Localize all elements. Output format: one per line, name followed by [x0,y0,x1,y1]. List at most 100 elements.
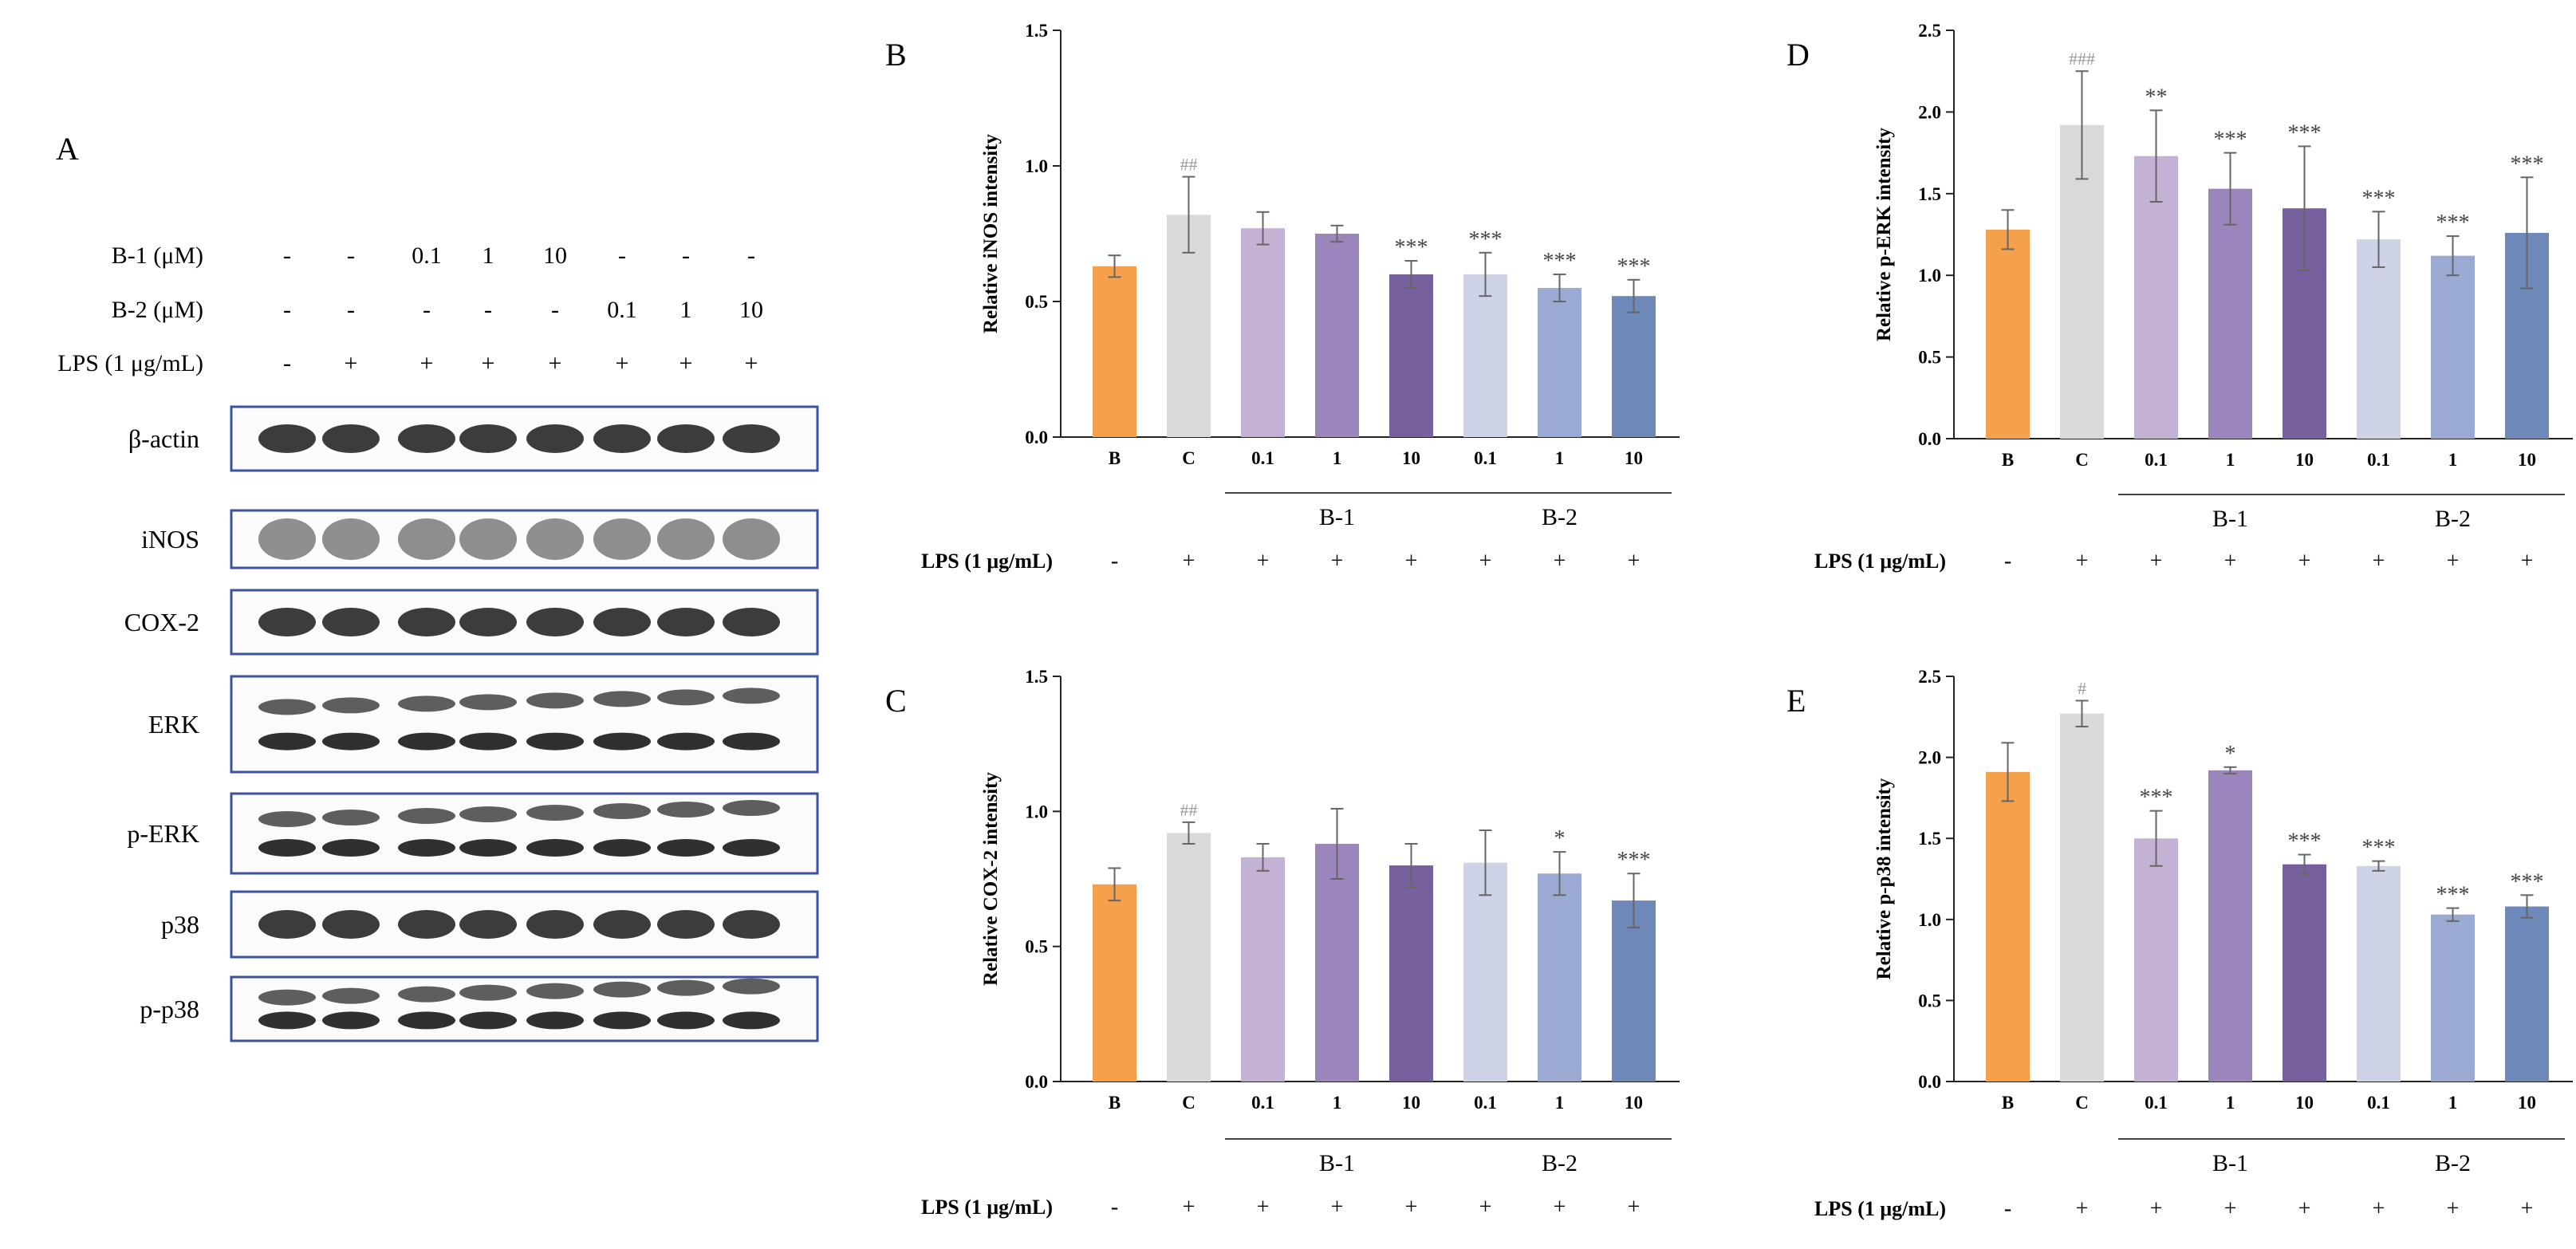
bar-B-2 [1241,228,1285,437]
lps-sign-D-7: + [2521,549,2534,573]
band-5-1 [322,910,380,939]
significance-C-7: *** [1617,848,1651,873]
bar-E-0 [1986,771,2030,1082]
category-label-C-6: 1 [1555,1093,1565,1113]
lane-value-b2-2: - [423,297,431,323]
group-label-E-1: B-2 [2435,1150,2471,1176]
lps-label-C: LPS (1 μg/mL) [921,1196,1053,1219]
band-0-3 [459,424,517,453]
significance-E-4: *** [2288,829,2322,854]
band-4-5-lower [593,839,651,857]
category-label-B-1: C [1182,448,1195,468]
band-4-1-upper [322,810,380,825]
band-6-1-lower [322,1011,380,1030]
bar-E-6 [2431,914,2475,1082]
significance-B-6: *** [1543,249,1577,274]
blot-label-0: β-actin [128,424,199,453]
band-4-6-lower [657,839,715,857]
category-label-E-2: 0.1 [2145,1093,2168,1113]
band-0-7 [723,424,780,453]
y-tick-label-E-2: 1.0 [1918,910,1941,930]
category-label-D-5: 0.1 [2367,450,2390,470]
band-1-7 [723,518,780,560]
band-3-3-upper [459,694,517,711]
significance-E-6: *** [2436,883,2470,908]
bar-E-2 [2134,838,2178,1082]
band-4-4-lower [526,839,584,857]
y-tick-label-D-4: 2.0 [1918,102,1941,122]
y-tick-label-C-3: 1.5 [1025,667,1048,687]
lps-label-E: LPS (1 μg/mL) [1814,1197,1946,1220]
bar-D-5 [2357,239,2401,439]
band-3-1-lower [322,732,380,751]
bar-E-5 [2357,865,2401,1082]
band-6-1-upper [322,987,380,1004]
y-tick-label-D-5: 2.5 [1918,21,1941,41]
y-tick-label-E-3: 1.5 [1918,829,1941,849]
category-label-E-1: C [2075,1093,2089,1113]
blot-frame-4 [230,792,819,875]
panel-label-E: E [1786,683,1806,719]
lane-value-b1-3: 1 [483,242,494,269]
lane-value-b1-0: - [283,242,291,269]
bar-D-3 [2208,188,2252,439]
group-label-D-0: B-1 [2212,506,2248,532]
lane-value-b2-0: - [283,297,291,323]
category-label-E-4: 10 [2295,1093,2314,1113]
band-5-3 [459,910,517,939]
significance-E-7: *** [2511,869,2544,894]
band-2-7 [723,608,780,636]
significance-D-5: *** [2362,186,2396,211]
band-6-3-lower [459,1011,517,1030]
y-axis-label-D: Relative p-ERK intensity [1873,127,1895,341]
lps-sign-D-6: + [2447,549,2460,573]
significance-D-7: *** [2511,152,2544,176]
category-label-B-7: 10 [1625,448,1643,468]
blot-label-6: p-p38 [140,995,199,1023]
y-tick-label-C-1: 0.5 [1025,937,1048,957]
y-tick-label-E-5: 2.5 [1918,667,1941,687]
category-label-D-6: 1 [2448,450,2458,470]
significance-E-2: *** [2140,786,2173,810]
category-label-E-6: 1 [2448,1093,2458,1113]
significance-B-4: *** [1395,235,1428,260]
lps-sign-D-1: + [2076,549,2089,573]
band-3-1-upper [322,697,380,714]
band-0-5 [593,424,651,453]
row-label-b1: B-1 (μM) [112,242,203,269]
blot-label-1: iNOS [141,525,199,554]
category-label-C-3: 1 [1333,1093,1342,1113]
lane-value-lps-0: - [283,350,291,376]
significance-D-4: *** [2288,120,2322,145]
band-1-4 [526,518,584,560]
bar-C-2 [1241,857,1285,1082]
band-1-6 [657,518,715,560]
category-label-E-0: B [2002,1093,2014,1113]
band-2-1 [322,608,380,636]
lane-value-b1-7: - [747,242,755,269]
lane-value-b1-6: - [682,242,690,269]
band-6-7-lower [723,1011,780,1030]
y-tick-label-E-0: 0.0 [1918,1072,1941,1092]
lane-value-b2-3: - [484,297,492,323]
band-5-6 [657,910,715,939]
bar-C-1 [1167,833,1211,1082]
band-6-2-upper [398,986,455,1003]
band-0-2 [398,424,455,453]
lps-sign-C-6: + [1554,1195,1566,1219]
panel-a-western-blot: A B-1 (μM) - - 0.1 1 10 - - - B-2 (μM) - - - - - 0.1 1 10 L… [56,131,819,1042]
lane-value-b1-2: 0.1 [412,242,442,269]
significance-D-6: *** [2436,211,2470,235]
y-tick-label-B-1: 0.5 [1025,292,1048,312]
y-tick-label-B-3: 1.5 [1025,21,1048,41]
bar-C-3 [1315,843,1359,1082]
band-3-5-upper [593,691,651,707]
band-6-5-upper [593,981,651,998]
band-3-7-upper [723,688,780,704]
lane-value-b2-5: 0.1 [607,297,637,323]
band-6-5-lower [593,1011,651,1030]
band-3-6-upper [657,689,715,706]
significance-D-2: ** [2145,85,2168,109]
band-3-6-lower [657,732,715,751]
band-0-1 [322,424,380,453]
